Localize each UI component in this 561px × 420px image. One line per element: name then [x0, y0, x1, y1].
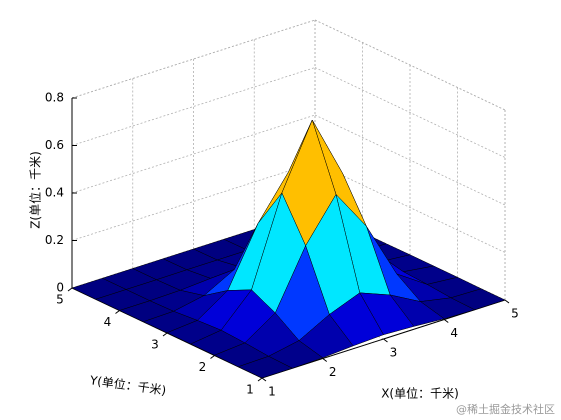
tick-mark — [257, 377, 263, 382]
y-tick-label: 4 — [104, 315, 112, 329]
grid-line — [71, 67, 316, 146]
z-axis-label: Z(单位：千米) — [28, 151, 43, 229]
y-tick-label: 5 — [56, 293, 64, 307]
watermark: @稀土掘金技术社区 — [456, 402, 555, 416]
grid-line — [314, 67, 506, 158]
tick-mark — [322, 358, 328, 362]
z-tick-label: 0.6 — [45, 138, 64, 152]
z-tick-label: 0.4 — [45, 186, 64, 200]
grid-line — [314, 162, 506, 253]
z-tick-label: 0.8 — [45, 91, 64, 105]
tick-mark — [504, 299, 510, 304]
tick-mark — [115, 310, 120, 314]
x-tick-label: 1 — [268, 385, 276, 399]
x-tick-label: 3 — [390, 346, 398, 360]
y-tick-label: 2 — [199, 360, 207, 374]
tick-mark — [261, 377, 267, 382]
tick-mark — [210, 355, 215, 359]
y-axis-label: Y(单位：千米) — [88, 372, 167, 398]
tick-mark — [162, 332, 168, 337]
x-tick-label: 4 — [450, 326, 458, 340]
grid-line — [71, 162, 316, 241]
tick-mark — [443, 319, 449, 323]
box-line — [314, 19, 506, 111]
y-tick-label: 1 — [246, 383, 254, 397]
tick-mark — [67, 287, 73, 292]
grid-line — [71, 114, 316, 194]
box-line — [71, 19, 316, 99]
surface-patch — [237, 356, 294, 379]
z-tick-label: 0.2 — [45, 233, 64, 247]
grid-line — [314, 114, 506, 206]
x-tick-label: 5 — [511, 307, 519, 321]
x-axis-label: X(单位：千米) — [381, 386, 459, 401]
y-tick-label: 3 — [151, 338, 159, 352]
x-tick-label: 2 — [329, 365, 337, 379]
z-tick-label: 0 — [56, 281, 64, 295]
tick-mark — [383, 338, 388, 343]
